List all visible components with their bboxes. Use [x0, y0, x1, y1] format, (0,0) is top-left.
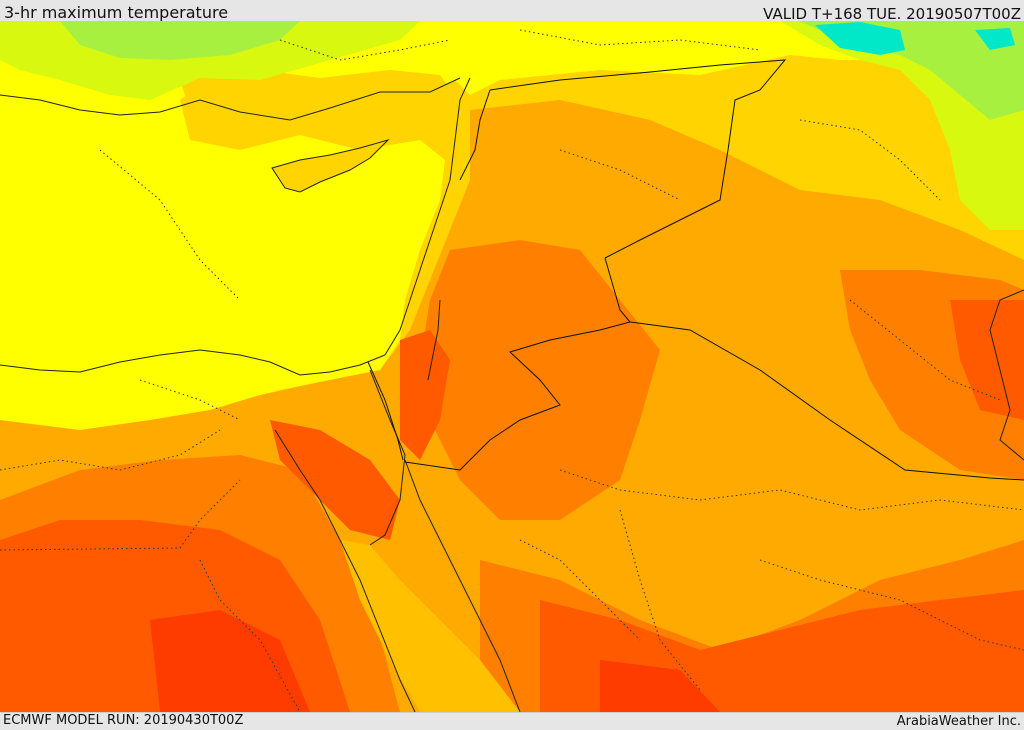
header-bar: 3-hr maximum temperature VALID T+168 TUE…	[0, 0, 1024, 23]
temp-field-redorange	[150, 610, 310, 712]
border-egypt-israel	[367, 361, 404, 461]
temp-field-darkorange-sinai	[270, 420, 400, 540]
temp-field-redorange-2	[600, 660, 720, 712]
footer-bar: ECMWF MODEL RUN: 20190430T00Z ArabiaWeat…	[0, 712, 1024, 730]
red-sea	[340, 540, 520, 712]
jordan-river	[427, 299, 441, 381]
coastline-levant	[0, 77, 471, 376]
border-syria-turkey	[459, 89, 491, 181]
temperature-map	[0, 21, 1024, 712]
border-jordan-iraq-saudi	[404, 257, 631, 471]
coastline-turkey	[0, 77, 461, 121]
coastline-arabia	[404, 459, 521, 712]
valid-time-label: VALID T+168 TUE. 20190507T00Z	[763, 5, 1021, 23]
brand-label: ArabiaWeather Inc.	[896, 714, 1021, 729]
coastline-gulf	[989, 289, 1024, 461]
border-syria-iraq	[489, 59, 787, 259]
coastline-sinai	[369, 369, 406, 546]
internal-boundaries	[0, 29, 1024, 712]
temp-field-cyan-2	[975, 28, 1015, 50]
map-title: 3-hr maximum temperature	[4, 3, 229, 22]
temp-field-lightgreen	[60, 21, 300, 60]
cyprus	[271, 138, 390, 193]
coastline-red-sea	[274, 429, 416, 712]
map-canvas	[0, 21, 1024, 712]
temp-field-gold-anatolia	[180, 70, 455, 124]
border-saudi-iraq	[629, 321, 1024, 481]
temp-field-darkorange-levant	[400, 330, 450, 460]
temp-field-cyan	[815, 22, 905, 55]
model-run-label: ECMWF MODEL RUN: 20190430T00Z	[3, 713, 244, 728]
temp-field-yellow	[0, 21, 1024, 440]
